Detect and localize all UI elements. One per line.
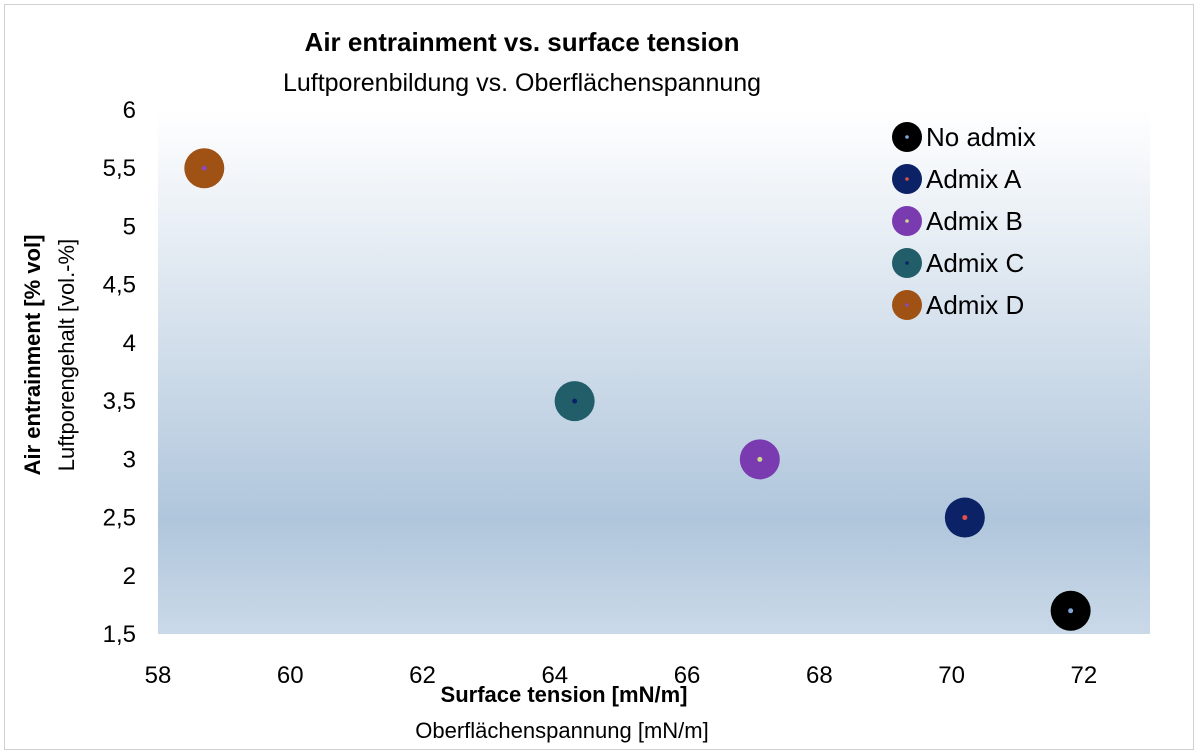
legend-label: Admix A xyxy=(926,164,1022,194)
x-axis-ticks: 58 60 62 64 66 68 70 72 xyxy=(145,662,1098,689)
x-tick-label: 72 xyxy=(1071,662,1098,689)
x-tick-label: 70 xyxy=(938,662,965,689)
chart-title: Air entrainment vs. surface tension xyxy=(305,27,740,57)
chart-subtitle: Luftporenbildung vs. Oberflächenspannung xyxy=(283,69,761,97)
x-tick-label: 66 xyxy=(674,662,701,689)
x-axis-label-secondary: Oberflächenspannung [mN/m] xyxy=(415,718,709,743)
legend: No admix Admix A Admix B Admix C Admix D xyxy=(892,122,1036,320)
y-tick-label: 4,5 xyxy=(103,272,136,299)
y-tick-label: 1,5 xyxy=(103,621,136,648)
data-points xyxy=(184,148,1091,631)
plot-area xyxy=(158,110,1150,634)
y-tick-label: 4 xyxy=(123,330,136,357)
legend-marker-dot xyxy=(905,135,909,139)
y-tick-label: 5,5 xyxy=(103,155,136,182)
point-center-dot xyxy=(201,165,207,171)
x-tick-label: 68 xyxy=(806,662,833,689)
point-center-dot xyxy=(962,515,968,521)
point-center-dot xyxy=(572,398,578,404)
y-tick-label: 3,5 xyxy=(103,388,136,415)
legend-label: Admix D xyxy=(926,290,1024,320)
y-tick-label: 5 xyxy=(123,213,136,240)
y-axis-label-secondary: Luftporengehalt [vol.-%] xyxy=(54,239,79,471)
y-tick-label: 6 xyxy=(123,97,136,124)
x-tick-label: 64 xyxy=(541,662,568,689)
legend-label: Admix C xyxy=(926,248,1024,278)
legend-marker-dot xyxy=(905,177,909,181)
y-tick-label: 2 xyxy=(123,563,136,590)
x-tick-label: 60 xyxy=(277,662,304,689)
legend-marker-dot xyxy=(905,303,909,307)
legend-marker-dot xyxy=(905,261,909,265)
point-center-dot xyxy=(757,456,763,462)
legend-label: Admix B xyxy=(926,206,1023,236)
legend-marker-dot xyxy=(905,219,909,223)
y-tick-label: 2,5 xyxy=(103,505,136,532)
point-center-dot xyxy=(1068,608,1074,614)
x-tick-label: 58 xyxy=(145,662,172,689)
y-tick-label: 3 xyxy=(123,446,136,473)
y-axis-label: Air entrainment [% vol] xyxy=(20,235,45,476)
x-tick-label: 62 xyxy=(409,662,436,689)
x-axis-label: Surface tension [mN/m] xyxy=(441,682,688,707)
legend-label: No admix xyxy=(926,122,1036,152)
y-axis-ticks: 1,5 2 2,5 3 3,5 4 4,5 5 5,5 6 xyxy=(103,97,136,648)
